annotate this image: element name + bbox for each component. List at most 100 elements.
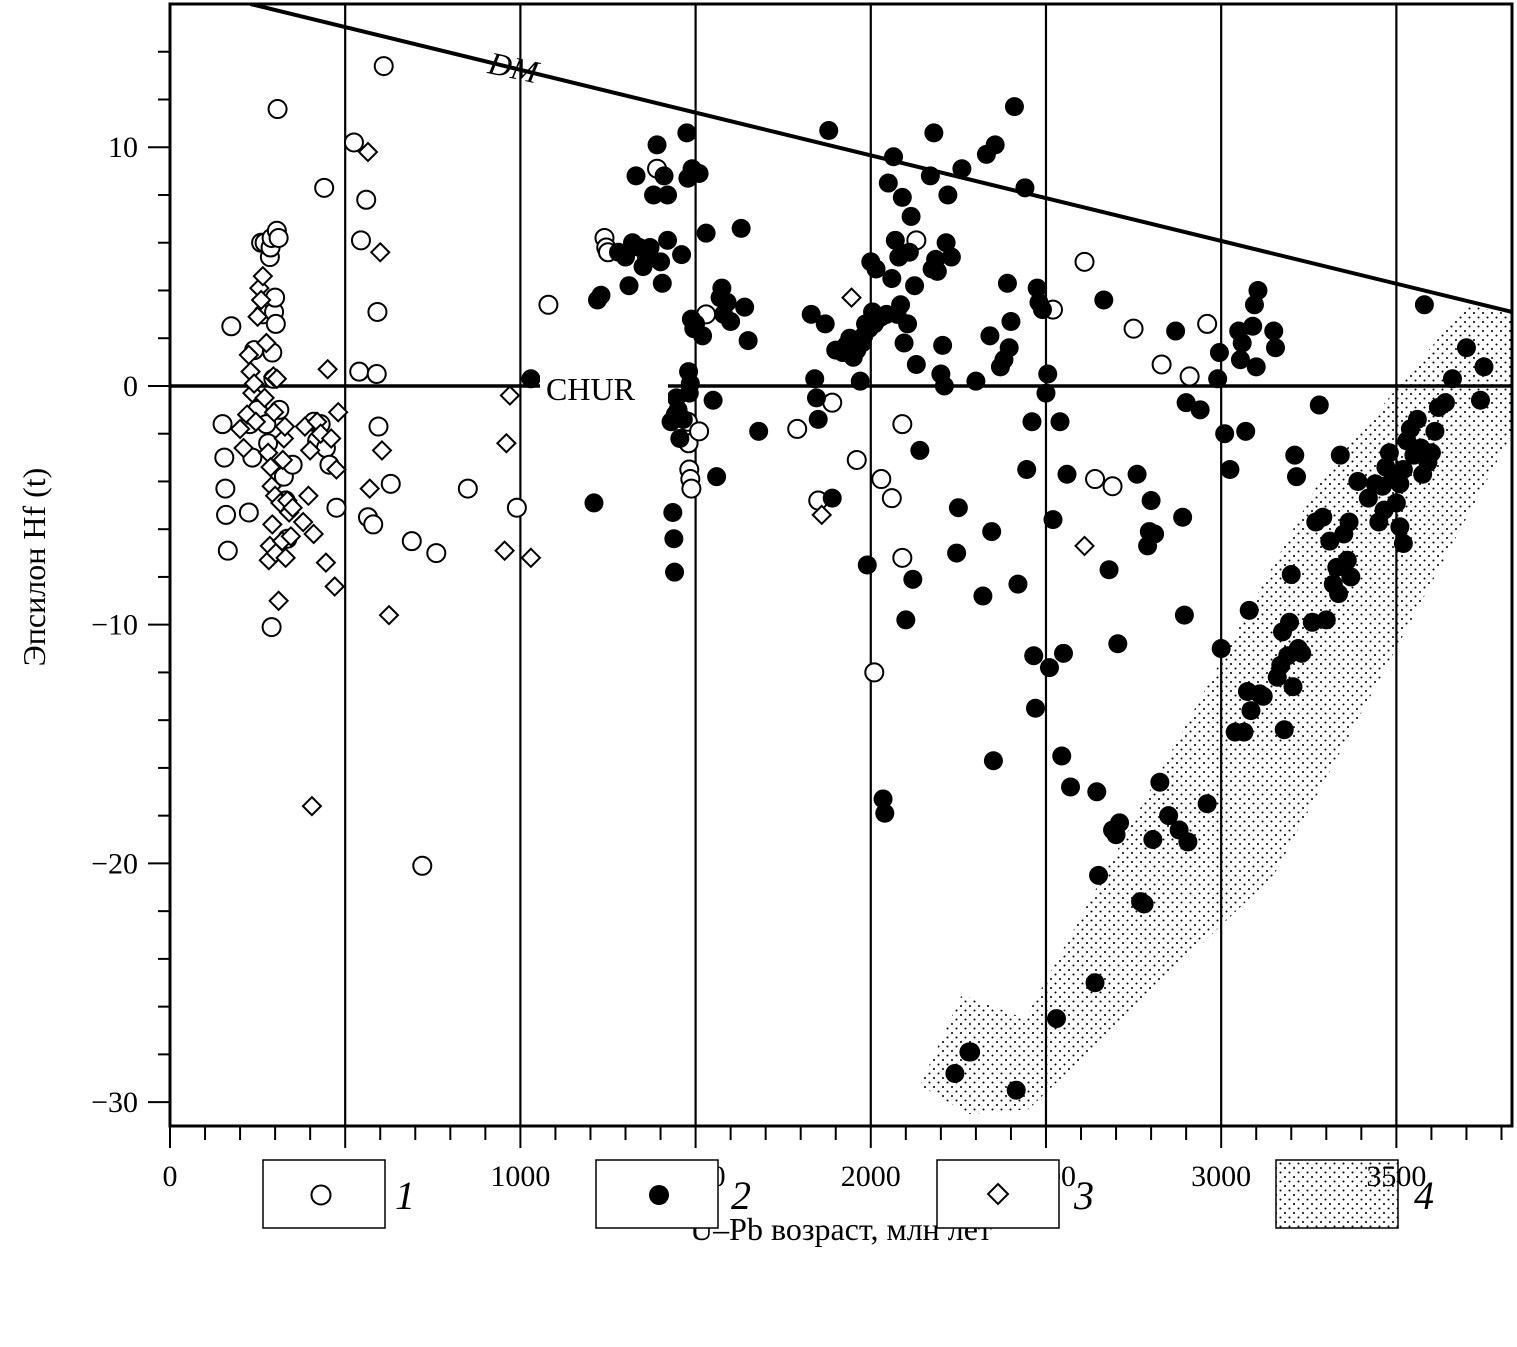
legend: 1 2 3 4 (262, 1159, 1434, 1229)
point-series-1-0 (212, 414, 233, 435)
point-series-1-54 (261, 617, 282, 638)
point-series-2-81 (878, 173, 898, 193)
point-series-1-71 (822, 392, 843, 413)
point-series-2-54 (805, 369, 825, 389)
point-series-2-172 (1178, 832, 1198, 852)
legend-label-2: 2 (731, 1173, 751, 1218)
point-series-1-56 (506, 497, 527, 518)
point-series-2-187 (1239, 600, 1259, 620)
point-series-2-251 (1393, 534, 1413, 554)
point-series-2-29 (673, 409, 693, 429)
point-series-2-185 (1236, 421, 1256, 441)
point-series-2-47 (717, 292, 737, 312)
point-series-2-58 (819, 121, 839, 141)
point-series-2-155 (1108, 634, 1128, 654)
point-series-3-59 (811, 504, 833, 526)
point-series-1-3 (216, 504, 237, 525)
point-series-2-157 (1127, 464, 1147, 484)
point-series-2-100 (924, 123, 944, 143)
point-series-3-31 (275, 547, 297, 569)
point-series-2-220 (1337, 550, 1357, 570)
point-series-2-3 (591, 285, 611, 305)
point-series-2-124 (997, 273, 1017, 293)
point-series-2-84 (885, 230, 905, 250)
point-series-2-112 (952, 159, 972, 179)
point-series-2-126 (1001, 312, 1021, 332)
y-tick-label-10: 10 (108, 131, 138, 164)
point-series-1-40 (343, 132, 364, 153)
legend-item-2: 2 (595, 1159, 751, 1229)
point-series-2-97 (910, 440, 930, 460)
point-series-2-211 (1309, 395, 1329, 415)
point-series-1-86 (1197, 313, 1218, 334)
point-series-2-127 (1004, 97, 1024, 117)
point-series-1-25 (267, 99, 288, 120)
point-series-1-1 (214, 447, 235, 468)
point-series-3-24 (266, 368, 288, 390)
point-series-2-75 (866, 259, 886, 279)
point-series-3-11 (252, 265, 274, 287)
point-series-3-38 (297, 485, 319, 507)
point-series-2-110 (947, 543, 967, 563)
point-series-2-53 (801, 304, 821, 324)
point-series-2-95 (905, 276, 925, 296)
point-series-2-165 (1150, 772, 1170, 792)
point-series-2-138 (1036, 383, 1056, 403)
point-series-2-222 (1341, 567, 1361, 587)
point-series-3-35 (282, 497, 304, 519)
point-series-2-1 (584, 493, 604, 513)
point-series-2-156 (1110, 813, 1130, 833)
point-series-2-115 (966, 371, 986, 391)
point-series-3-54 (378, 604, 400, 626)
point-series-2-218 (1330, 445, 1350, 465)
point-series-2-12 (640, 237, 660, 257)
point-series-2-206 (1287, 467, 1307, 487)
point-series-2-116 (973, 586, 993, 606)
point-series-2-70 (857, 555, 877, 575)
point-series-2-93 (901, 206, 921, 226)
point-series-2-189 (1243, 316, 1263, 336)
y-tick-label-0: 0 (123, 370, 138, 403)
point-series-1-26 (268, 227, 289, 248)
point-series-3-7 (245, 411, 267, 433)
point-series-3-58 (520, 547, 542, 569)
point-series-1-52 (426, 543, 447, 564)
point-series-2-114 (961, 1042, 981, 1062)
point-series-1-67 (689, 421, 710, 442)
point-series-2-96 (906, 354, 926, 374)
point-series-1-46 (366, 364, 387, 385)
point-series-2-247 (1442, 369, 1462, 389)
point-series-2-129 (1008, 574, 1028, 594)
point-series-2-66 (850, 371, 870, 391)
point-series-2-90 (896, 610, 916, 630)
point-series-2-51 (738, 331, 758, 351)
point-series-1-49 (373, 56, 394, 77)
point-series-3-29 (273, 428, 295, 449)
point-series-1-83 (1123, 318, 1144, 339)
plot-frame (168, 2, 1514, 1128)
point-series-2-102 (927, 261, 947, 281)
x-tick-label-3000: 3000 (1191, 1160, 1251, 1193)
point-series-3-56 (495, 432, 517, 454)
point-series-3-19 (261, 514, 283, 535)
point-series-3-61 (1074, 535, 1095, 557)
point-series-1-69 (787, 418, 808, 439)
point-series-2-159 (1134, 894, 1154, 914)
y-tick-label--30: −30 (91, 1086, 138, 1119)
point-series-2-104 (933, 335, 953, 355)
point-series-1-36 (314, 177, 335, 198)
point-series-2-14 (647, 135, 667, 155)
point-series-2-59 (822, 488, 842, 508)
point-series-3-49 (327, 401, 349, 423)
point-series-2-89 (894, 333, 914, 353)
point-series-2-238 (1407, 409, 1427, 429)
chur-label-bg (540, 370, 668, 406)
point-series-3-45 (317, 358, 339, 380)
point-series-2-111 (948, 498, 968, 518)
point-series-2-120 (983, 751, 1003, 771)
point-series-2-148 (1085, 973, 1105, 993)
point-series-2-87 (891, 295, 911, 315)
legend-box-3 (936, 1159, 1060, 1229)
point-series-2-118 (980, 326, 1000, 346)
point-series-1-72 (846, 449, 867, 470)
